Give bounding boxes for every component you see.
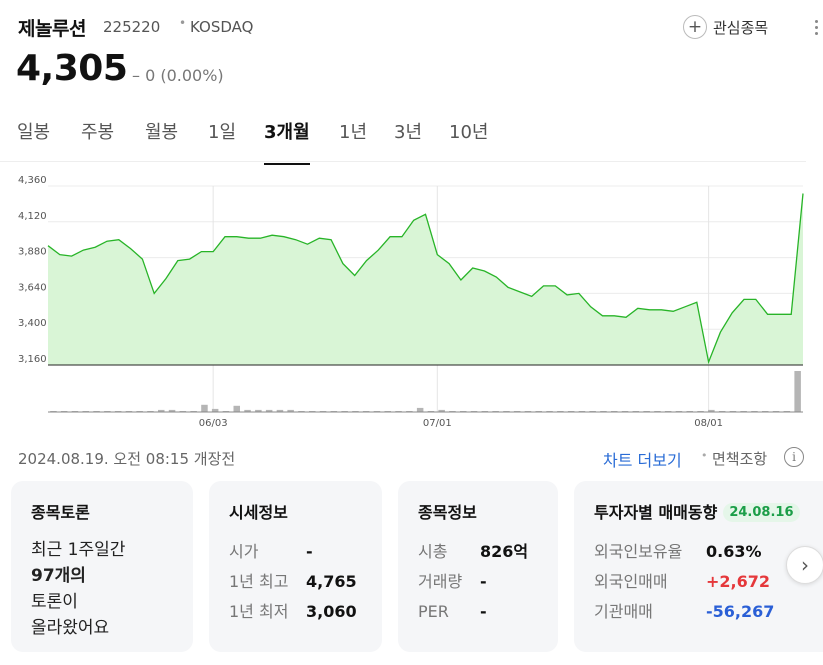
info-label: 거래량	[418, 572, 463, 591]
x-tick-label: 07/01	[423, 418, 452, 429]
info-row: 외국인보유율 0.63%	[594, 537, 823, 567]
info-value: 3,060	[306, 602, 357, 621]
tab-1year[interactable]: 1년	[339, 122, 368, 143]
info-label: 1년 최고	[229, 572, 289, 591]
y-tick-label: 4,360	[18, 175, 47, 186]
card-title: 종목토론	[31, 503, 90, 522]
tab-daily[interactable]: 일봉	[17, 122, 51, 143]
stock-info-card[interactable]: 종목정보 시총 826억 거래량 - PER -	[398, 481, 558, 652]
timestamp: 2024.08.19. 오전 08:15 개장전	[18, 450, 236, 468]
info-label: 시총	[418, 542, 448, 561]
chevron-right-icon[interactable]: ›	[786, 546, 823, 584]
info-row: 1년 최저 3,060	[229, 597, 382, 627]
x-tick-label: 08/01	[694, 418, 723, 429]
info-row: PER -	[418, 597, 558, 627]
y-tick-label: 3,640	[18, 282, 47, 293]
info-value: +2,672	[706, 572, 771, 591]
more-chart-link[interactable]: 차트 더보기	[603, 451, 682, 470]
investor-trend-card[interactable]: 투자자별 매매동향 24.08.16 외국인보유율 0.63% 외국인매매 +2,…	[574, 481, 823, 652]
price-area	[48, 193, 803, 365]
volume-bar	[233, 405, 240, 412]
card-title: 시세정보	[229, 503, 288, 522]
discussion-line: 토론이	[31, 592, 78, 612]
discussion-count: 97개의	[31, 566, 86, 586]
volume-bar	[255, 409, 262, 412]
price-line	[47, 193, 804, 365]
volume-bar	[276, 409, 284, 412]
tab-monthly[interactable]: 월봉	[145, 122, 179, 143]
x-tick-label: 06/03	[199, 418, 228, 429]
info-value: -56,267	[706, 602, 775, 621]
stock-header: 제놀루션 225220 • KOSDAQ + 관심종목	[18, 12, 823, 42]
tab-weekly[interactable]: 주봉	[81, 122, 115, 143]
market-info-card[interactable]: 시세정보 시가 - 1년 최고 4,765 1년 최저 3,060	[209, 481, 382, 652]
price-change: – 0 (0.00%)	[132, 66, 224, 85]
price-chart-svg: 4,360 4,120 3,880 3,640 3,400 3,160 06/03 07/0…	[18, 175, 804, 429]
market-name: KOSDAQ	[190, 18, 254, 36]
info-row: 기관매매 -56,267	[594, 597, 823, 627]
stock-code: 225220	[103, 18, 161, 36]
info-row: 거래량 -	[418, 567, 558, 597]
discussion-line: 올라왔어요	[31, 618, 110, 638]
tab-3years[interactable]: 3년	[394, 122, 423, 143]
info-value: 4,765	[306, 572, 357, 591]
separator-dot: •	[701, 449, 708, 462]
tab-1day[interactable]: 1일	[208, 122, 237, 143]
tab-10years[interactable]: 10년	[449, 122, 489, 143]
discussion-card[interactable]: 종목토론 최근 1주일간 97개의 토론이 올라왔어요	[11, 481, 193, 652]
volume-bar	[211, 408, 219, 412]
chart-footer: 2024.08.19. 오전 08:15 개장전 차트 더보기 • 면책조항 i	[18, 446, 808, 470]
y-tick-label: 3,400	[18, 318, 47, 329]
volume-bar	[158, 409, 165, 412]
info-value: -	[480, 602, 487, 621]
investor-title: 투자자별 매매동향	[594, 503, 718, 522]
volume-bar	[168, 409, 176, 412]
info-value: -	[306, 542, 313, 561]
volume-bar	[244, 409, 251, 412]
watchlist-button[interactable]: + 관심종목	[683, 14, 768, 40]
volume-bar	[438, 409, 445, 412]
volume-bar	[265, 409, 273, 412]
volume-bar	[287, 409, 294, 412]
tab-3months[interactable]: 3개월	[264, 118, 310, 165]
info-label: PER	[418, 602, 449, 621]
card-title: 종목정보	[418, 503, 477, 522]
info-row: 1년 최고 4,765	[229, 567, 382, 597]
volume-bar	[416, 407, 424, 412]
current-price: 4,305	[16, 48, 128, 89]
info-label: 시가	[229, 542, 259, 561]
volume-bar	[794, 371, 801, 412]
stock-name: 제놀루션	[18, 18, 86, 40]
y-tick-label: 3,880	[18, 247, 47, 258]
period-tabs: 일봉 주봉 월봉 1일 3개월 1년 3년 10년	[0, 112, 806, 165]
info-value: -	[480, 572, 487, 591]
info-row: 시총 826억	[418, 537, 558, 567]
watchlist-label: 관심종목	[713, 18, 769, 37]
discussion-summary: 최근 1주일간 97개의 토론이 올라왔어요	[31, 537, 193, 641]
volume-bar	[201, 404, 208, 412]
vertical-dots-icon[interactable]	[808, 12, 823, 42]
info-label: 외국인매매	[594, 572, 668, 591]
disclaimer-link[interactable]: 면책조항	[712, 450, 768, 468]
volume-bar	[708, 409, 715, 412]
info-icon[interactable]: i	[784, 447, 804, 467]
info-value: 0.63%	[706, 542, 762, 561]
date-badge: 24.08.16	[723, 503, 800, 522]
info-label: 1년 최저	[229, 602, 289, 621]
info-row: 외국인매매 +2,672	[594, 567, 823, 597]
info-label: 외국인보유율	[594, 542, 683, 561]
card-title: 투자자별 매매동향 24.08.16	[594, 499, 823, 523]
info-label: 기관매매	[594, 602, 653, 621]
price-chart[interactable]: 4,360 4,120 3,880 3,640 3,400 3,160 06/03 07/0…	[0, 172, 823, 434]
plus-icon: +	[683, 15, 707, 39]
info-value: 826억	[480, 542, 529, 561]
discussion-line: 최근 1주일간	[31, 540, 126, 560]
y-tick-label: 4,120	[18, 211, 47, 222]
y-tick-label: 3,160	[18, 354, 47, 365]
separator-dot: •	[179, 16, 187, 30]
info-row: 시가 -	[229, 537, 382, 567]
